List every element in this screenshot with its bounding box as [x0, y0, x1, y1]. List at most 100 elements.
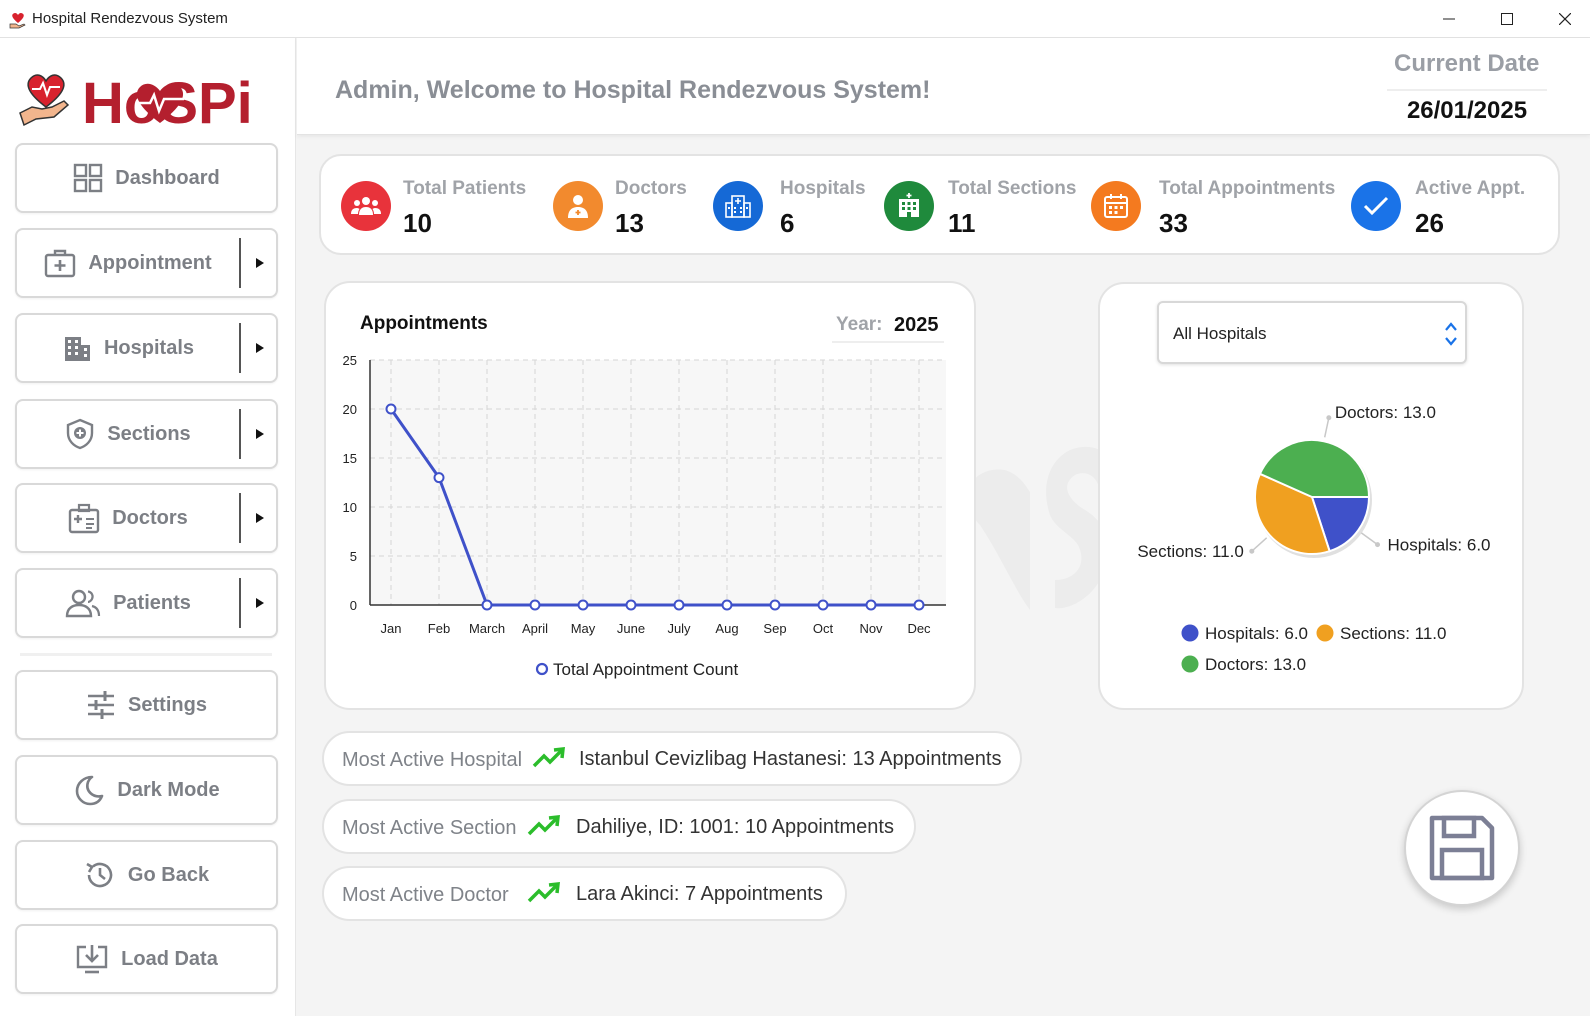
- split-divider: [239, 238, 241, 288]
- sidebar-item-go-back[interactable]: Go Back: [15, 840, 278, 910]
- heart-hand-logo-icon: [19, 74, 70, 127]
- data-point: [673, 599, 685, 611]
- doctor-icon: [553, 181, 603, 231]
- data-point: [721, 599, 733, 611]
- pie-slice: [1254, 472, 1331, 555]
- hospital-icon: [713, 181, 763, 231]
- most-active-section: Most Active Section Dahiliye, ID: 1001: …: [322, 799, 916, 854]
- window-title: Hospital Rendezvous System: [32, 10, 228, 27]
- stat-label: Total Appointments: [1159, 178, 1336, 199]
- maximize-icon: [1501, 13, 1513, 25]
- chevron-up-down-icon: [1445, 322, 1457, 346]
- hospital-select[interactable]: All Hospitals: [1157, 301, 1467, 364]
- sidebar-item-dark-mode[interactable]: Dark Mode: [15, 755, 278, 825]
- year-selector[interactable]: Year: 2025: [832, 311, 944, 343]
- split-divider: [239, 409, 241, 459]
- sidebar-item-doctors[interactable]: Doctors: [15, 483, 278, 553]
- y-tick-label: 15: [343, 451, 357, 466]
- submenu-arrow-button[interactable]: [243, 230, 277, 296]
- sidebar-item-label: Settings: [128, 693, 207, 716]
- caret-right-icon: [256, 258, 264, 268]
- trending-up-icon: [532, 747, 565, 768]
- data-point: [817, 599, 829, 611]
- medical-kit-icon: [45, 249, 76, 278]
- x-tick-label: Aug: [715, 621, 738, 636]
- check-icon: [1351, 181, 1401, 231]
- current-date-label: Current Date: [1394, 50, 1540, 77]
- sidebar-item-settings[interactable]: Settings: [15, 670, 278, 740]
- sidebar-item-patients[interactable]: Patients: [15, 568, 278, 638]
- caret-right-icon: [256, 513, 264, 523]
- x-tick-label: Feb: [428, 621, 450, 636]
- header: Admin, Welcome to Hospital Rendezvous Sy…: [297, 38, 1590, 135]
- y-tick-label: 25: [343, 353, 357, 368]
- stat-value: 6: [780, 208, 795, 238]
- data-point: [433, 472, 445, 484]
- pie-leader-line: [1323, 417, 1330, 438]
- sidebar-item-label: Dark Mode: [117, 778, 220, 801]
- minimize-icon: [1443, 18, 1455, 20]
- y-tick-label: 10: [343, 500, 357, 515]
- most-active-value: Lara Akinci: 7 Appointments: [576, 883, 823, 905]
- submenu-arrow-button[interactable]: [243, 401, 277, 467]
- sidebar: HoSPi Dashboard Appointment: [0, 38, 296, 1016]
- x-tick-label: Dec: [907, 621, 931, 636]
- trending-up-icon: [527, 882, 560, 903]
- legend-marker: [535, 662, 549, 676]
- submenu-arrow-button[interactable]: [243, 570, 277, 636]
- sidebar-item-label: Doctors: [112, 506, 188, 529]
- x-tick-label: March: [469, 621, 505, 636]
- history-icon: [86, 862, 113, 888]
- sidebar-item-sections[interactable]: Sections: [15, 399, 278, 469]
- most-active-value: Dahiliye, ID: 1001: 10 Appointments: [576, 816, 894, 838]
- sidebar-item-load-data[interactable]: Load Data: [15, 924, 278, 994]
- most-active-value: Istanbul Cevizlibag Hastanesi: 13 Appoin…: [579, 748, 1002, 770]
- legend-label: Total Appointment Count: [553, 660, 739, 679]
- pie-slice: [1258, 439, 1371, 498]
- most-active-label: Most Active Hospital: [342, 749, 523, 771]
- series-line: [389, 408, 919, 607]
- pie-legend-marker: [1316, 624, 1334, 642]
- pie-slice-label: Doctors: 13.0: [1335, 403, 1436, 422]
- minimize-button[interactable]: [1420, 0, 1478, 38]
- stat-label: Total Patients: [403, 178, 527, 199]
- users-icon: [65, 589, 101, 618]
- x-tick-label: June: [617, 621, 645, 636]
- current-date-value: 26/01/2025: [1387, 89, 1547, 125]
- data-point: [481, 599, 493, 611]
- grid-icon: [74, 163, 103, 193]
- x-tick-label: Sep: [763, 621, 786, 636]
- caret-right-icon: [256, 343, 264, 353]
- x-tick-label: Oct: [813, 621, 834, 636]
- patients-icon: [341, 181, 391, 231]
- sidebar-item-label: Patients: [113, 591, 191, 614]
- x-tick-label: July: [667, 621, 691, 636]
- download-icon: [76, 945, 108, 974]
- building-icon: [64, 337, 90, 361]
- save-button[interactable]: [1404, 790, 1520, 906]
- sidebar-item-dashboard[interactable]: Dashboard: [15, 143, 278, 213]
- sidebar-item-label: Load Data: [121, 947, 218, 970]
- y-tick-label: 5: [350, 549, 357, 564]
- pie-legend-label: Doctors: 13.0: [1205, 655, 1306, 674]
- welcome-message: Admin, Welcome to Hospital Rendezvous Sy…: [335, 76, 931, 104]
- maximize-button[interactable]: [1478, 0, 1536, 38]
- trending-up-icon: [527, 815, 560, 836]
- stat-label: Active Appt.: [1415, 178, 1526, 199]
- y-tick-label: 0: [350, 598, 357, 613]
- sidebar-item-label: Appointment: [88, 251, 212, 274]
- stat-value: 26: [1415, 208, 1444, 238]
- data-point: [913, 599, 925, 611]
- submenu-arrow-button[interactable]: [243, 315, 277, 381]
- appointments-chart-card: Appointments Year: 2025 0 5 10 15 20 25 Jan Feb…: [324, 281, 976, 710]
- stat-label: Total Sections: [948, 178, 1077, 199]
- stats-bar: Total Patients 10 Doctors 13 Hospitals 6…: [319, 154, 1560, 255]
- close-button[interactable]: [1536, 0, 1590, 38]
- sections-icon: [884, 181, 934, 231]
- title-bar: Hospital Rendezvous System: [0, 0, 1590, 38]
- stat-value: 13: [615, 208, 644, 238]
- stat-value: 11: [948, 208, 976, 238]
- sidebar-item-hospitals[interactable]: Hospitals: [15, 313, 278, 383]
- submenu-arrow-button[interactable]: [243, 485, 277, 551]
- sidebar-item-appointment[interactable]: Appointment: [15, 228, 278, 298]
